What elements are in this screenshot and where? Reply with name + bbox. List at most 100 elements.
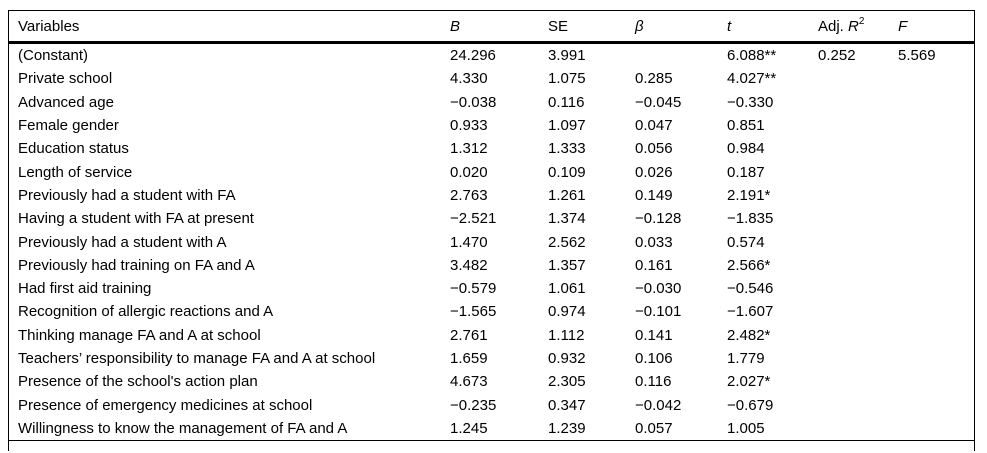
- cell-se: 1.333: [548, 140, 586, 158]
- cell-variable: Recognition of allergic reactions and A: [18, 303, 274, 321]
- cell-b: 4.673: [450, 373, 488, 391]
- cell-t: 1.005: [727, 419, 765, 437]
- cell-beta: 0.026: [635, 163, 673, 181]
- table-row: Presence of the school's action plan 4.67…: [9, 370, 974, 393]
- cell-variable: Thinking manage FA and A at school: [18, 326, 261, 344]
- cell-se: 0.974: [548, 303, 586, 321]
- column-header-f: F: [898, 19, 974, 34]
- cell-b: −0.579: [450, 280, 497, 298]
- cell-b: −0.235: [450, 396, 497, 414]
- cell-t: 2.566*: [727, 256, 771, 274]
- adj-label: Adj.: [818, 17, 849, 35]
- table-row: Advanced age −0.038 0.116 −0.045 −0.330: [9, 91, 974, 114]
- cell-t: −0.330: [727, 93, 774, 111]
- cell-beta: 0.047: [635, 117, 673, 135]
- cell-beta: 0.161: [635, 256, 673, 274]
- cell-beta: 0.057: [635, 419, 673, 437]
- table-row: Willingness to know the management of FA…: [9, 417, 974, 440]
- column-header-se: SE: [548, 17, 569, 35]
- table-row: Previously had a student with FA 2.763 1.2…: [9, 184, 974, 207]
- cell-b: 0.933: [450, 117, 488, 135]
- table-row: Length of service 0.020 0.109 0.026 0.187: [9, 160, 974, 183]
- cell-se: 1.374: [548, 210, 586, 228]
- cell-variable: Advanced age: [18, 93, 114, 111]
- cell-t: 1.779: [727, 350, 765, 367]
- cell-variable: Female gender: [18, 117, 119, 135]
- cell-t: −0.679: [727, 396, 774, 414]
- cell-beta: −0.030: [635, 280, 682, 298]
- table-row: Had first aid training −0.579 1.061 −0.030 −…: [9, 277, 974, 300]
- regression-table: Variables B SE β t Adj. R2 F (Constant) 2…: [8, 10, 975, 451]
- b-symbol: B: [450, 17, 461, 35]
- cell-t: 0.187: [727, 163, 765, 181]
- cell-se: 2.305: [548, 373, 586, 391]
- table-row: Having a student with FA at present −2.52…: [9, 207, 974, 230]
- cell-se: 3.991: [548, 47, 586, 65]
- cell-b: 2.763: [450, 186, 488, 204]
- column-header-adj-r2: Adj. R2: [818, 16, 898, 35]
- cell-b: 1.470: [450, 233, 488, 251]
- column-header-b: B: [450, 19, 548, 34]
- cell-t: 6.088**: [727, 47, 777, 65]
- cell-se: 1.097: [548, 117, 586, 135]
- cell-variable: Previously had training on FA and A: [18, 256, 255, 274]
- cell-variable: Previously had a student with A: [18, 233, 227, 251]
- table-row: Private school 4.330 1.075 0.285 4.027**: [9, 67, 974, 90]
- cell-variable: Willingness to know the management of FA…: [18, 419, 348, 437]
- cell-b: −2.521: [450, 210, 497, 228]
- cell-se: 1.261: [548, 186, 586, 204]
- cell-se: 0.932: [548, 350, 586, 367]
- cell-b: 1.312: [450, 140, 488, 158]
- cell-b: 4.330: [450, 70, 488, 88]
- cell-variable: Previously had a student with FA: [18, 186, 236, 204]
- cell-variable: Teachers’ responsibility to manage FA an…: [18, 350, 376, 367]
- cell-se: 0.347: [548, 396, 586, 414]
- cell-t: 2.191*: [727, 186, 771, 204]
- cell-se: 0.109: [548, 163, 586, 181]
- cell-b: 1.659: [450, 350, 488, 367]
- beta-symbol: β: [635, 17, 644, 35]
- cell-t: −0.546: [727, 280, 774, 298]
- cell-beta: 0.056: [635, 140, 673, 158]
- cell-beta: −0.042: [635, 396, 682, 414]
- table-row: Teachers’ responsibility to manage FA an…: [9, 347, 974, 370]
- table-row: Recognition of allergic reactions and A −…: [9, 300, 974, 323]
- table-header-row: Variables B SE β t Adj. R2 F: [9, 11, 974, 44]
- cell-t: −1.835: [727, 210, 774, 228]
- cell-beta: 0.141: [635, 326, 673, 344]
- table-row: Previously had a student with A 1.470 2.56…: [9, 230, 974, 253]
- cell-adj_r2: 0.252: [818, 47, 856, 65]
- cell-beta: 0.033: [635, 233, 673, 251]
- cell-se: 1.112: [548, 326, 585, 344]
- r-symbol: R: [848, 17, 859, 35]
- cell-se: 0.116: [548, 93, 585, 111]
- column-header-beta: β: [635, 19, 727, 34]
- cell-se: 2.562: [548, 233, 586, 251]
- cell-b: 24.296: [450, 47, 496, 65]
- cell-se: 1.357: [548, 256, 586, 274]
- table-row: Female gender 0.933 1.097 0.047 0.851: [9, 114, 974, 137]
- cell-variable: Length of service: [18, 163, 133, 181]
- column-header-t: t: [727, 19, 818, 34]
- table-row: (Constant) 24.296 3.991 6.088** 0.252 5.569: [9, 44, 974, 67]
- cell-variable: (Constant): [18, 47, 89, 65]
- f-symbol: F: [898, 17, 908, 35]
- column-header-variables: Variables: [18, 17, 80, 35]
- table-body: (Constant) 24.296 3.991 6.088** 0.252 5.569 Pr…: [9, 44, 974, 440]
- cell-t: 0.851: [727, 117, 765, 135]
- cell-variable: Having a student with FA at present: [18, 210, 254, 228]
- cell-t: 0.574: [727, 233, 765, 251]
- cell-variable: Presence of emergency medicines at schoo…: [18, 396, 313, 414]
- cell-beta: −0.101: [635, 303, 682, 321]
- cell-b: 1.245: [450, 419, 488, 437]
- cell-se: 1.075: [548, 70, 586, 88]
- cell-se: 1.061: [548, 280, 586, 298]
- cell-beta: −0.045: [635, 93, 682, 111]
- cell-f: 5.569: [898, 47, 936, 65]
- cell-t: −1.607: [727, 303, 774, 321]
- t-symbol: t: [727, 17, 732, 35]
- cell-variable: Private school: [18, 70, 113, 88]
- table-row: Education status 1.312 1.333 0.056 0.984: [9, 137, 974, 160]
- cell-beta: 0.116: [635, 373, 672, 391]
